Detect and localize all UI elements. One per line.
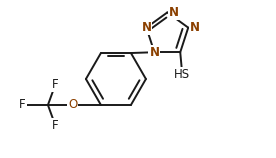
Text: N: N bbox=[141, 21, 152, 34]
Text: HS: HS bbox=[174, 68, 190, 81]
Text: O: O bbox=[68, 98, 78, 112]
Text: N: N bbox=[169, 6, 179, 19]
Text: F: F bbox=[19, 98, 26, 112]
Text: F: F bbox=[52, 78, 59, 91]
Text: N: N bbox=[149, 46, 159, 59]
Text: F: F bbox=[52, 119, 59, 132]
Text: N: N bbox=[190, 21, 200, 34]
